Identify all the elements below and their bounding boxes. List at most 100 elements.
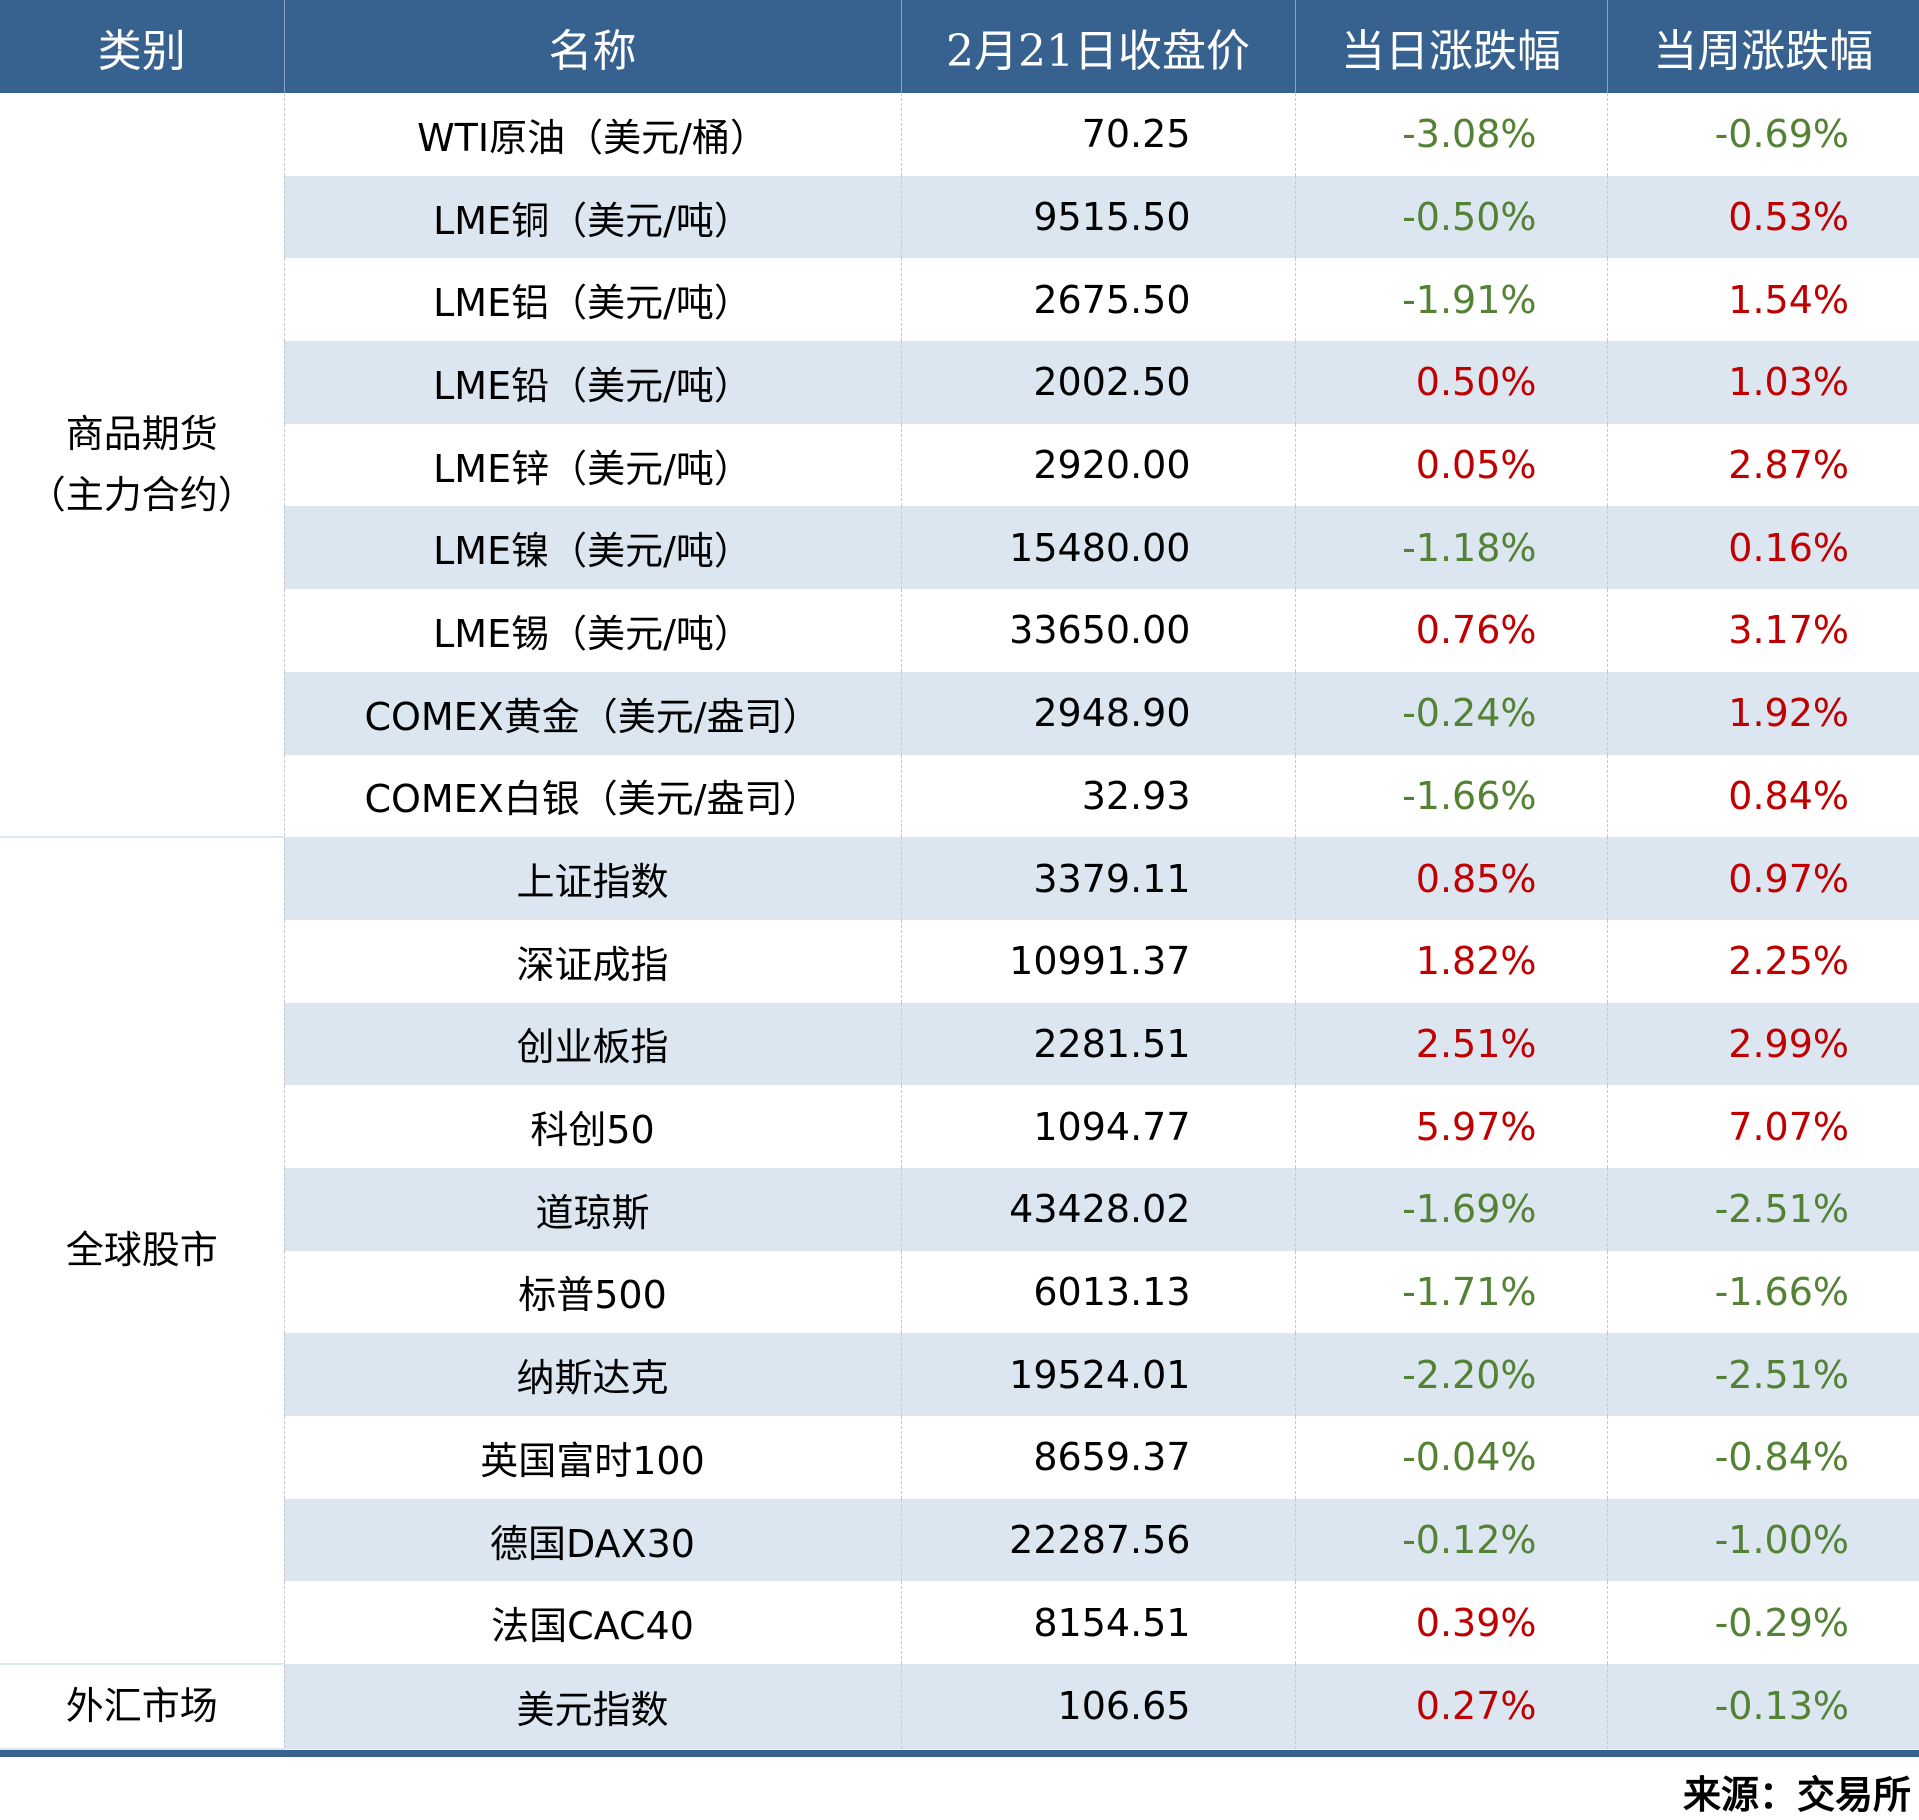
day-change: -2.20% [1295,1333,1608,1416]
instrument-name: LME锡（美元/吨） [284,589,902,672]
instrument-name: LME铝（美元/吨） [284,258,902,342]
week-change: -1.00% [1607,1498,1919,1582]
close-price: 1094.77 [901,1085,1296,1168]
table-row: COMEX黄金（美元/盎司） 2948.90 -0.24% 1.92% [0,671,1919,755]
source-note: 来源：交易所 [1682,1773,1911,1817]
close-price: 32.93 [901,754,1296,838]
instrument-name: 科创50 [284,1085,902,1168]
table-row: 英国富时100 8659.37 -0.04% -0.84% [0,1416,1919,1499]
close-price: 9515.50 [901,175,1296,259]
header-category: 类别 [0,0,285,93]
table-row: 深证成指 10991.37 1.82% 2.25% [0,919,1919,1003]
day-change: -0.12% [1295,1498,1608,1582]
close-price: 8659.37 [901,1416,1296,1499]
day-change: 0.39% [1295,1581,1608,1665]
table-row: 创业板指 2281.51 2.51% 2.99% [0,1002,1919,1086]
table-row: 外汇市场 美元指数 106.65 0.27% -0.13% [0,1664,1919,1750]
bottom-rule [0,1750,1919,1757]
close-price: 8154.51 [901,1581,1296,1665]
close-price: 106.65 [901,1664,1296,1749]
week-change: -2.51% [1607,1333,1919,1416]
category-label: 商品期货 （主力合约） [27,411,256,517]
week-change: 0.53% [1607,175,1919,259]
close-price: 6013.13 [901,1250,1296,1334]
header-row: 类别 名称 2月21日收盘价 当日涨跌幅 当周涨跌幅 [0,0,1919,93]
week-change: -0.84% [1714,1435,1849,1480]
table-row: LME锡（美元/吨） 33650.00 0.76% 3.17% [0,589,1919,672]
day-change: -1.66% [1295,754,1608,838]
week-change: 0.84% [1728,773,1849,818]
category-cell: 商品期货 （主力合约） [0,93,285,839]
instrument-name: 深证成指 [284,919,902,1003]
instrument-name: COMEX白银（美元/盎司） [284,754,902,838]
day-change: -0.24% [1295,671,1608,755]
category-cell: 外汇市场 [0,1664,285,1750]
table-row: 德国DAX30 22287.56 -0.12% -1.00% [0,1498,1919,1582]
instrument-name: 创业板指 [284,1002,902,1086]
week-change: 1.54% [1728,277,1849,322]
header-week-change: 当周涨跌幅 [1607,0,1919,93]
table-row: 纳斯达克 19524.01 -2.20% -2.51% [0,1333,1919,1416]
instrument-name: LME镍（美元/吨） [284,506,902,590]
table-row: 法国CAC40 8154.51 0.39% -0.29% [0,1581,1919,1665]
close-price: 33650.00 [901,589,1296,672]
day-change: 2.51% [1295,1002,1608,1086]
close-price: 10991.37 [901,919,1296,1003]
instrument-name: 法国CAC40 [284,1581,902,1665]
instrument-name: 道琼斯 [284,1167,902,1251]
day-change: 5.97% [1295,1085,1608,1168]
table-row: 科创50 1094.77 5.97% 7.07% [0,1085,1919,1168]
close-price: 2002.50 [901,341,1296,424]
day-change: -3.08% [1295,93,1608,176]
instrument-name: LME铅（美元/吨） [284,341,902,424]
header-day-change: 当日涨跌幅 [1295,0,1608,93]
week-change: 1.92% [1607,671,1919,755]
instrument-name: WTI原油（美元/桶） [284,93,902,176]
week-change: -0.13% [1607,1664,1919,1749]
close-price: 19524.01 [901,1333,1296,1416]
table-row: LME铝（美元/吨） 2675.50 -1.91% 1.54% [0,258,1919,342]
week-change: 7.07% [1728,1104,1849,1149]
instrument-name: 上证指数 [284,837,902,920]
category-cell: 全球股市 [0,837,285,1666]
category-label: 外汇市场 [65,1684,218,1728]
category-label: 全球股市 [65,1228,218,1273]
day-change: 1.82% [1295,919,1608,1003]
day-change: -1.91% [1295,258,1608,342]
close-price: 70.25 [901,93,1296,176]
week-change: 0.16% [1607,506,1919,590]
close-price: 2281.51 [901,1002,1296,1086]
day-change: -1.71% [1295,1250,1608,1334]
day-change: -0.50% [1295,175,1608,259]
instrument-name: 德国DAX30 [284,1498,902,1582]
table-row: COMEX白银（美元/盎司） 32.93 -1.66% 0.84% [0,754,1919,838]
table-row: 全球股市 上证指数 3379.11 0.85% 0.97% [0,837,1919,1666]
week-change: -0.69% [1714,112,1849,157]
day-change: 0.50% [1295,341,1608,424]
week-change: -1.66% [1714,1269,1849,1314]
close-price: 15480.00 [901,506,1296,590]
close-price: 3379.11 [901,837,1296,920]
day-change: -1.69% [1295,1167,1608,1251]
table-row: 商品期货 （主力合约） WTI原油（美元/桶） 70.25 -3.08% -0.69% [0,93,1919,839]
close-price: 2920.00 [901,423,1296,507]
header-close: 2月21日收盘价 [901,0,1296,93]
close-price: 2948.90 [901,671,1296,755]
header-name: 名称 [284,0,902,93]
table-row: 道琼斯 43428.02 -1.69% -2.51% [0,1167,1919,1251]
table-row: LME镍（美元/吨） 15480.00 -1.18% 0.16% [0,506,1919,590]
table-row: 标普500 6013.13 -1.71% -1.66% [0,1250,1919,1334]
instrument-name: 英国富时100 [284,1416,902,1499]
instrument-name: 美元指数 [284,1664,902,1749]
instrument-name: 标普500 [284,1250,902,1334]
close-price: 43428.02 [901,1167,1296,1251]
day-change: 0.85% [1295,837,1608,920]
instrument-name: LME锌（美元/吨） [284,423,902,507]
table-row: LME锌（美元/吨） 2920.00 0.05% 2.87% [0,423,1919,507]
week-change: 3.17% [1728,608,1849,653]
day-change: -1.18% [1295,506,1608,590]
instrument-name: COMEX黄金（美元/盎司） [284,671,902,755]
day-change: 0.76% [1295,589,1608,672]
week-change: 2.87% [1728,443,1849,488]
day-change: 0.27% [1295,1664,1608,1749]
